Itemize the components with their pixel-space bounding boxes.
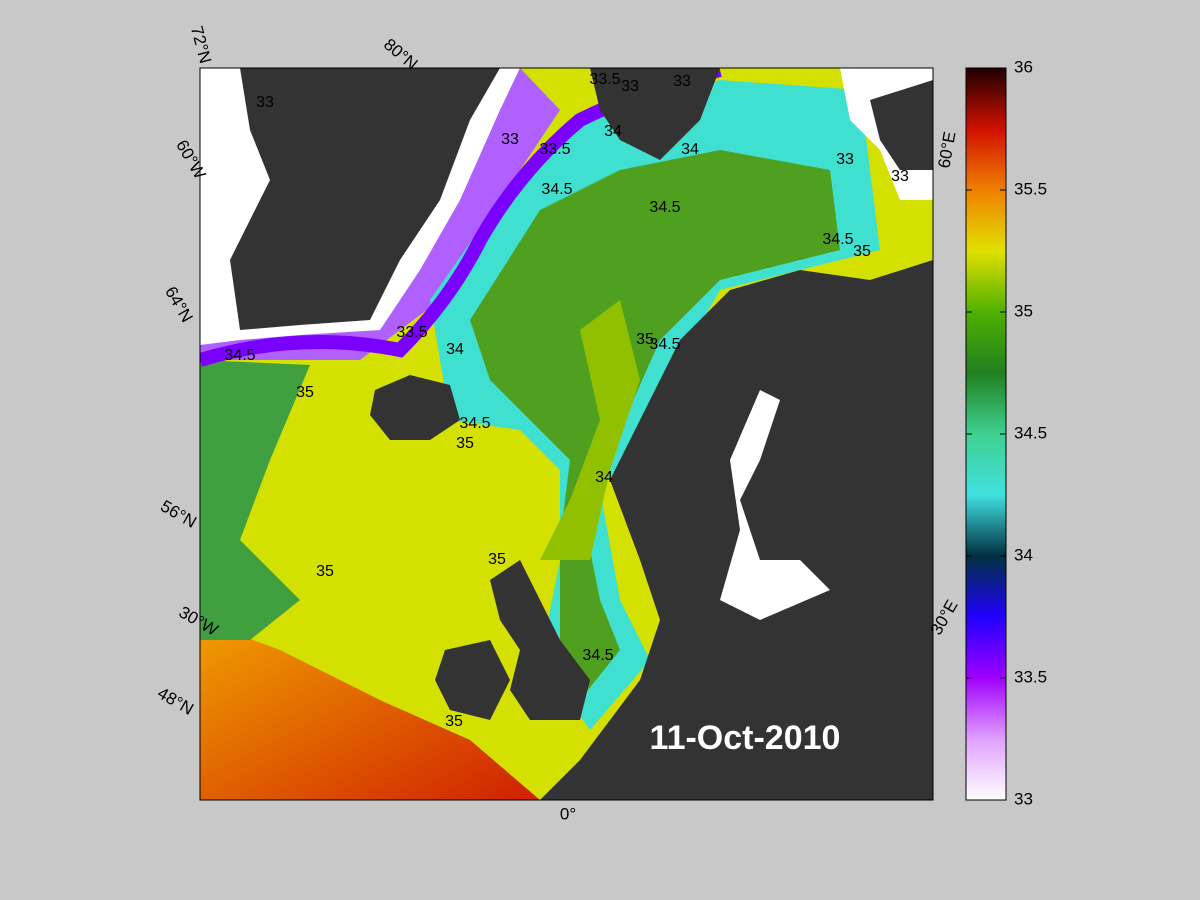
baltic: [720, 390, 830, 620]
contour-label: 33: [501, 131, 519, 148]
contour-label: 33: [836, 151, 854, 168]
inflow: [540, 300, 640, 560]
colorbar-tick-label: 36: [1014, 57, 1033, 76]
graticule-label: 72°N: [187, 24, 215, 66]
contour-label: 33.5: [589, 71, 620, 88]
contour-label: 33.5: [539, 141, 570, 158]
contour-label: 33: [673, 73, 691, 90]
colorbar-tick-label: 35: [1014, 301, 1033, 320]
graticule-label: 60°E: [934, 130, 959, 170]
contour-label: 34: [681, 141, 699, 158]
contour-label: 34: [446, 341, 464, 358]
colorbar: [965, 67, 1007, 801]
graticule-label: 56°N: [157, 496, 199, 531]
scandinavia-europe: [540, 260, 933, 800]
warm-water: [200, 620, 540, 800]
contour-label: 35: [445, 713, 463, 730]
graticule-label: 48°N: [154, 683, 196, 718]
colorbar-tick-label: 35.5: [1014, 179, 1047, 198]
contour-label: 35: [456, 435, 474, 452]
contour-label: 34.5: [541, 181, 572, 198]
contour-label: 35: [636, 331, 654, 348]
contour-label: 33: [256, 94, 274, 111]
contour-label: 33: [621, 78, 639, 95]
contour-label: 34: [604, 123, 622, 140]
graticule-label: 0°: [560, 804, 576, 823]
contour-label: 34.5: [459, 415, 490, 432]
svalbard: [590, 68, 720, 160]
colorbar-tick-label: 33: [1014, 789, 1033, 808]
contour-label: 33.5: [396, 324, 427, 341]
west-water: [200, 360, 310, 640]
contour-label: 34: [595, 469, 613, 486]
atlantic-water: [470, 150, 840, 700]
ireland: [435, 640, 510, 720]
contour-label: 35: [296, 384, 314, 401]
novaya-zemlya: [870, 80, 933, 170]
map-area: [200, 68, 933, 800]
colorbar-tick-label: 34.5: [1014, 423, 1047, 442]
contour-label: 35: [853, 243, 871, 260]
contour-label: 34.5: [649, 199, 680, 216]
contour-label: 34.5: [822, 231, 853, 248]
iceland: [370, 375, 460, 440]
graticule-label: 64°N: [161, 283, 196, 325]
greenland: [230, 68, 500, 330]
contour-label: 33: [891, 168, 909, 185]
map-frame: [199, 67, 934, 801]
date-label: 11-Oct-2010: [650, 719, 841, 757]
contour-label: 34.5: [649, 336, 680, 353]
contour-label: 35: [316, 563, 334, 580]
contour-label: 34.5: [582, 647, 613, 664]
contour-label: 34.5: [224, 347, 255, 364]
colorbar-tick-label: 33.5: [1014, 667, 1047, 686]
colorbar-tick-label: 34: [1014, 545, 1033, 564]
contour-label: 35: [488, 551, 506, 568]
great-britain: [490, 560, 590, 720]
